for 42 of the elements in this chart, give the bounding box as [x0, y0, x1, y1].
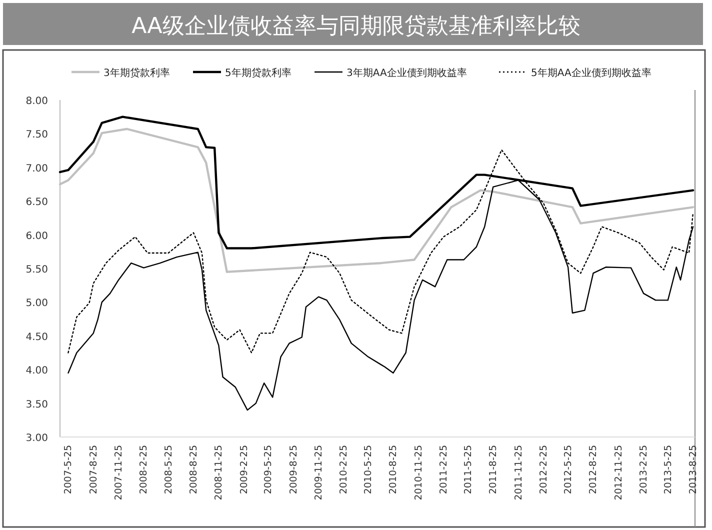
x-tick-label: 2008-5-25: [163, 445, 174, 494]
x-tick-label: 2011-11-25: [513, 445, 524, 500]
x-tick-label: 2013-2-25: [638, 445, 650, 494]
x-tick-label: 2009-2-25: [238, 445, 250, 494]
x-tick-label: 2010-5-25: [363, 445, 374, 494]
x-tick-label: 2009-11-25: [314, 445, 325, 500]
x-tick-label: 2010-8-25: [388, 445, 400, 494]
legend-label: 3年期贷款利率: [104, 67, 170, 79]
x-tick-label: 2009-5-25: [263, 445, 274, 494]
x-tick-label: 2008-2-25: [138, 445, 150, 494]
y-tick-label: 6.50: [26, 197, 48, 208]
y-tick-label: 8.00: [26, 96, 48, 107]
x-tick-label: 2011-8-25: [488, 445, 500, 494]
y-tick-label: 5.00: [26, 298, 48, 310]
legend-label: 3年期AA企业债到期收益率: [346, 67, 467, 79]
legend-label: 5年期AA企业债到期收益率: [531, 67, 652, 79]
x-tick-label: 2012-5-25: [563, 445, 574, 494]
x-tick-label: 2011-5-25: [462, 445, 474, 494]
x-tick-label: 2010-11-25: [413, 445, 424, 500]
x-tick-label: 2012-11-25: [613, 445, 624, 500]
y-tick-label: 7.00: [26, 163, 48, 174]
x-tick-label: 2009-8-25: [288, 445, 300, 494]
y-tick-label: 7.50: [26, 130, 48, 141]
y-tick-label: 4.50: [26, 332, 48, 343]
x-tick-label: 2008-8-25: [188, 445, 200, 494]
x-tick-label: 2008-11-25: [214, 445, 225, 500]
x-tick-label: 2007-11-25: [114, 445, 125, 500]
y-tick-label: 4.00: [26, 366, 48, 377]
y-tick-label: 3.50: [26, 399, 48, 410]
x-tick-label: 2013-8-25: [688, 445, 700, 494]
legend-label: 5年期贷款利率: [225, 67, 292, 79]
y-tick-label: 6.00: [26, 230, 48, 242]
chart-title: AA级企业债收益率与同期限贷款基准利率比较: [132, 14, 580, 39]
x-tick-label: 2010-2-25: [338, 445, 350, 494]
x-tick-label: 2011-2-25: [438, 445, 450, 494]
x-tick-label: 2012-8-25: [588, 445, 600, 494]
x-tick-label: 2013-5-25: [662, 445, 674, 494]
x-tick-label: 2007-5-25: [63, 445, 74, 494]
x-tick-label: 2007-8-25: [88, 445, 100, 494]
y-tick-label: 5.50: [26, 264, 48, 276]
x-tick-label: 2012-2-25: [538, 445, 550, 494]
y-tick-label: 3.00: [26, 433, 48, 444]
